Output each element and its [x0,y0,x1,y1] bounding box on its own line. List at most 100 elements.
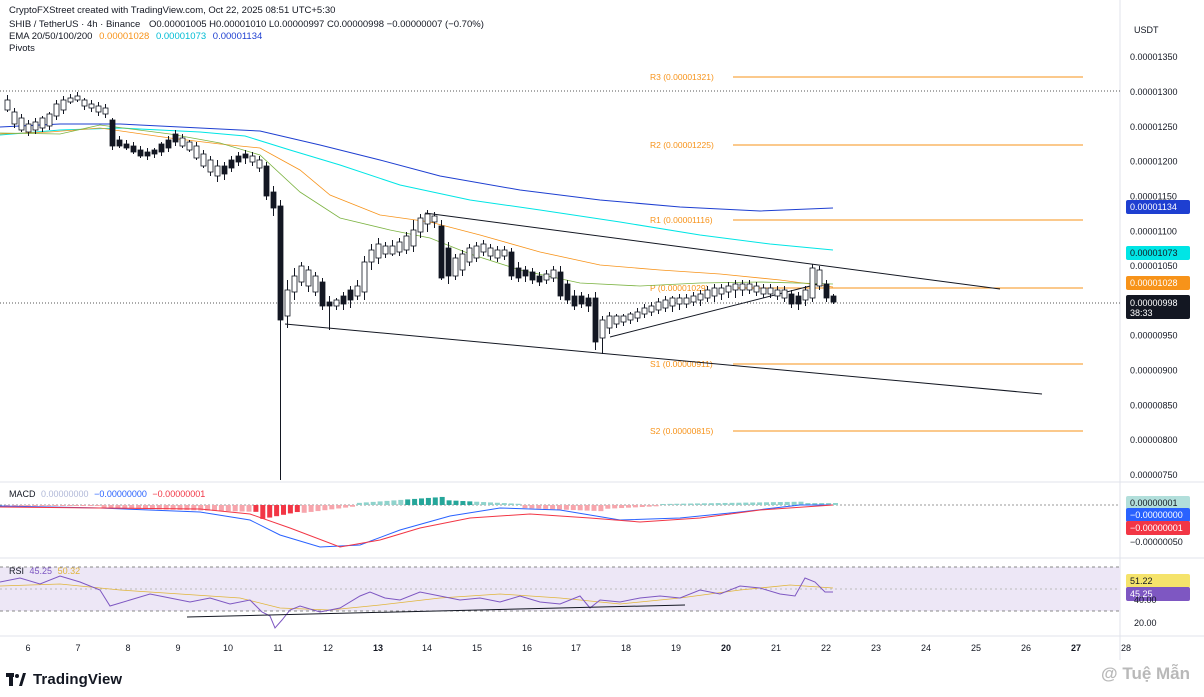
ohlc-values: O0.00001005 H0.00001010 L0.00000997 C0.0… [148,19,484,30]
brand-name: TradingView [33,671,123,688]
macd-histogram-bar [391,500,397,505]
price-tick-label: 0.00001100 [1130,226,1177,236]
macd-histogram-bar [812,503,818,505]
candle-up [739,283,746,291]
macd-histogram-bar [577,505,583,511]
date-tick-label: 13 [373,643,383,653]
macd-histogram-bar [129,505,135,509]
candle-up [543,273,550,281]
macd-histogram-bar [515,503,521,505]
ema200-badge-bg [1126,200,1190,214]
candle-down [123,143,130,149]
candle-down [172,133,179,143]
macd-line-value: −0.00000000 [94,489,147,499]
candle-up [361,261,368,293]
macd-histogram-bar [425,497,431,505]
price-tick-label: 0.00001050 [1130,261,1178,271]
candle-up [753,285,760,293]
tradingview-logo-icon [6,673,26,686]
ema100-badge-bg [1126,246,1190,260]
candle-up [74,95,81,101]
macd-histogram-bar [87,505,93,506]
last-price-badge: 0.00000998 [1130,298,1178,308]
macd-histogram-bar [232,505,238,512]
macd-histogram-bar [205,505,211,511]
rsi-legend[interactable]: RSI 45.25 50.32 [9,566,80,576]
candle-down [788,293,795,305]
candle-up [732,283,739,291]
rsi-badge-bg [1126,587,1190,601]
date-tick-label: 24 [921,643,931,653]
countdown-badge: 38:33 [1130,308,1153,318]
macd-histogram-bar [384,500,390,505]
macd-histogram-bar [501,503,507,505]
candle-up [375,243,382,259]
candle-up [501,249,508,257]
macd-histogram-bar [639,505,645,508]
currency-label[interactable]: USDT [1134,25,1159,35]
candle-up [767,287,774,295]
macd-histogram-bar [149,505,155,510]
candle-up [802,289,809,301]
date-tick-label: 6 [25,643,30,653]
macd-histogram-bar [605,505,611,509]
macd-histogram-bar [446,500,452,505]
macd-histogram-bar [632,505,638,508]
pivots-legend[interactable]: Pivots [9,43,35,54]
date-tick-label: 28 [1121,643,1131,653]
macd-histogram-bar [688,503,694,505]
macd-histogram-bar [729,502,735,505]
macd-legend[interactable]: MACD 0.00000000 −0.00000000 −0.00000001 [9,489,205,499]
macd-histogram-bar [287,505,293,514]
candle-up [746,283,753,291]
symbol-label[interactable]: SHIB / TetherUS · 4h · Binance [9,19,141,30]
macd-histogram-bar [67,505,73,506]
macd-histogram-bar [419,498,424,505]
candle-up [697,293,704,301]
candle-up [781,289,788,299]
candle-down [144,151,151,157]
candle-down [536,275,543,283]
price-tick-label: 0.00000900 [1130,366,1178,376]
macd-histogram-bar [377,501,383,505]
macd-histogram-bar [184,505,190,511]
candle-up [389,245,396,255]
ema-legend[interactable]: EMA 20/50/100/200 0.00001028 0.00001073 … [9,31,262,43]
candle-up [669,297,676,307]
candle-up [417,217,424,233]
macd-histogram-bar [598,505,604,512]
macd-histogram-bar [336,505,342,509]
candle-up [298,265,305,283]
candle-up [711,287,718,297]
macd-axis-label: −0.00000050 [1130,537,1183,547]
candle-up [179,137,186,147]
candle-up [46,113,53,127]
candle-up [102,107,109,115]
macd-histogram-bar [563,505,569,510]
candle-down [557,271,564,297]
candle-up [648,305,655,313]
macd-histogram-bar [343,505,349,508]
macd-histogram-bar [170,505,176,510]
ema50-badge: 0.00001028 [1130,278,1178,288]
macd-histogram-bar [53,505,59,506]
candle-up [333,299,340,307]
candle-up [4,99,11,111]
pivot-label: S1 (0.00000911) [650,359,713,369]
macd-histogram-bar [267,505,273,518]
tradingview-brand[interactable]: TradingView [6,671,122,688]
macd-histogram-bar [329,505,335,510]
macd-histogram-bar [494,502,500,505]
candle-up [809,267,816,299]
macd-histogram-bar [529,505,535,509]
macd-histogram-bar [94,505,100,506]
macd-histogram-bar [156,505,162,510]
candle-up [410,229,417,247]
macd-histogram-bar [770,502,776,505]
ema20-line [0,127,834,288]
candle-down [109,119,116,147]
macd-histogram-bar [246,505,252,512]
candle-up [760,287,767,295]
macd-histogram-bar [453,500,459,505]
